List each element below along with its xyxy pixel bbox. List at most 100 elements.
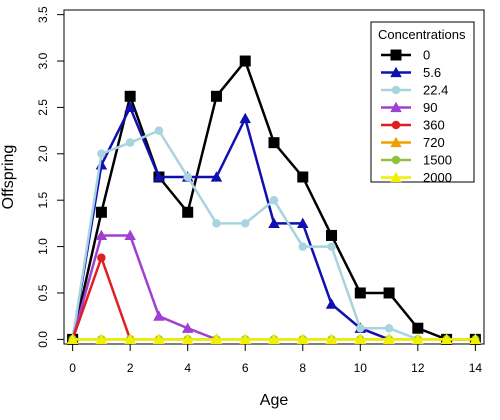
legend-item: 720 bbox=[381, 135, 445, 150]
data-point bbox=[412, 322, 424, 334]
x-tick-label: 6 bbox=[242, 361, 249, 375]
data-point bbox=[97, 149, 106, 159]
legend-item: 22.4 bbox=[381, 83, 448, 98]
data-point bbox=[153, 310, 165, 321]
legend-label: 0 bbox=[423, 48, 430, 63]
x-tick-label: 10 bbox=[354, 361, 368, 375]
x-tick-label: 8 bbox=[299, 361, 306, 375]
legend-swatch-marker bbox=[390, 66, 402, 78]
data-point bbox=[269, 195, 279, 205]
data-point bbox=[325, 333, 338, 344]
legend-item: 360 bbox=[381, 118, 445, 133]
legend-swatch-marker bbox=[390, 136, 402, 148]
legend-swatch-marker bbox=[391, 85, 401, 95]
series-line bbox=[71, 234, 217, 341]
x-axis-label: Age bbox=[260, 392, 289, 409]
y-tick-label: 0.0 bbox=[36, 331, 50, 348]
data-point bbox=[239, 333, 251, 344]
y-tick-label: 2.5 bbox=[36, 99, 50, 116]
legend-swatch-marker bbox=[390, 49, 402, 61]
series-2000 bbox=[66, 333, 482, 344]
data-point bbox=[153, 333, 165, 344]
data-point bbox=[354, 287, 366, 299]
data-point bbox=[66, 333, 79, 344]
y-tick-label: 3.0 bbox=[36, 52, 50, 69]
data-point bbox=[95, 229, 108, 241]
data-point bbox=[327, 242, 336, 251]
data-point bbox=[384, 323, 394, 333]
legend-swatch-marker bbox=[391, 120, 401, 130]
data-point bbox=[181, 322, 194, 333]
data-point bbox=[125, 138, 135, 147]
data-point bbox=[124, 90, 136, 102]
series-layer bbox=[66, 55, 482, 345]
legend-item: 0 bbox=[381, 48, 430, 63]
legend-box bbox=[370, 21, 475, 183]
data-point bbox=[95, 333, 108, 344]
data-point bbox=[383, 333, 395, 344]
data-point bbox=[297, 333, 309, 344]
y-axis-label: Offspring bbox=[0, 145, 17, 210]
legend-swatch-marker bbox=[390, 101, 402, 113]
data-point bbox=[210, 171, 223, 182]
x-tick-label: 4 bbox=[184, 361, 191, 375]
legend-label: 720 bbox=[423, 135, 445, 150]
legend-title: Concentrations bbox=[378, 27, 466, 42]
data-point bbox=[268, 333, 280, 344]
legend-items: 0 5.6 22.4 90 360 720 1500 2000 bbox=[381, 48, 452, 185]
data-point bbox=[268, 217, 280, 228]
data-point bbox=[239, 112, 251, 124]
data-point bbox=[181, 333, 194, 344]
data-point bbox=[183, 172, 192, 182]
x-tick-label: 12 bbox=[411, 361, 425, 375]
data-point bbox=[297, 217, 309, 228]
data-point bbox=[97, 253, 106, 262]
legend-label: 1500 bbox=[423, 153, 452, 168]
legend-swatch-marker bbox=[391, 155, 401, 165]
x-axis: 0 2 4 6 8 10 12 14 bbox=[69, 344, 482, 375]
y-tick-label: 2.0 bbox=[36, 145, 50, 162]
data-point bbox=[354, 333, 367, 344]
legend-item: 2000 bbox=[381, 170, 452, 185]
y-tick-label: 1.5 bbox=[36, 192, 50, 209]
data-point bbox=[240, 219, 250, 228]
data-point bbox=[356, 323, 365, 333]
legend-swatch-marker bbox=[390, 171, 402, 183]
data-point bbox=[95, 206, 107, 218]
legend-label: 90 bbox=[423, 100, 437, 115]
data-point bbox=[469, 333, 482, 344]
legend: Concentrations 0 5.6 22.4 90 360 720 1500 2000 bbox=[370, 21, 475, 185]
data-point bbox=[297, 171, 309, 183]
legend-label: 360 bbox=[423, 118, 445, 133]
y-axis: 0.0 0.5 1.0 1.5 2.0 2.5 3.0 3.5 bbox=[36, 6, 64, 348]
legend-item: 5.6 bbox=[381, 65, 441, 80]
data-point bbox=[124, 101, 136, 113]
data-point bbox=[212, 219, 221, 228]
data-point bbox=[239, 55, 251, 67]
data-point bbox=[154, 126, 164, 135]
data-point bbox=[412, 333, 424, 344]
data-point bbox=[440, 333, 453, 344]
data-point bbox=[124, 333, 136, 344]
plot-frame bbox=[63, 9, 485, 345]
data-point bbox=[326, 229, 338, 241]
data-point bbox=[124, 229, 136, 241]
data-point bbox=[298, 242, 308, 251]
data-point bbox=[210, 333, 223, 344]
legend-label: 22.4 bbox=[423, 83, 448, 98]
x-tick-label: 14 bbox=[469, 361, 483, 375]
y-tick-label: 1.0 bbox=[36, 238, 50, 255]
x-tick-label: 0 bbox=[69, 361, 76, 375]
data-point bbox=[153, 171, 165, 182]
legend-label: 5.6 bbox=[423, 65, 441, 80]
legend-label: 2000 bbox=[423, 170, 452, 185]
data-point bbox=[383, 287, 395, 299]
y-tick-label: 0.5 bbox=[36, 284, 50, 301]
legend-item: 1500 bbox=[381, 153, 452, 168]
legend-item: 90 bbox=[381, 100, 437, 115]
data-point bbox=[182, 206, 194, 218]
x-tick-label: 2 bbox=[127, 361, 134, 375]
y-tick-label: 3.5 bbox=[36, 6, 50, 23]
